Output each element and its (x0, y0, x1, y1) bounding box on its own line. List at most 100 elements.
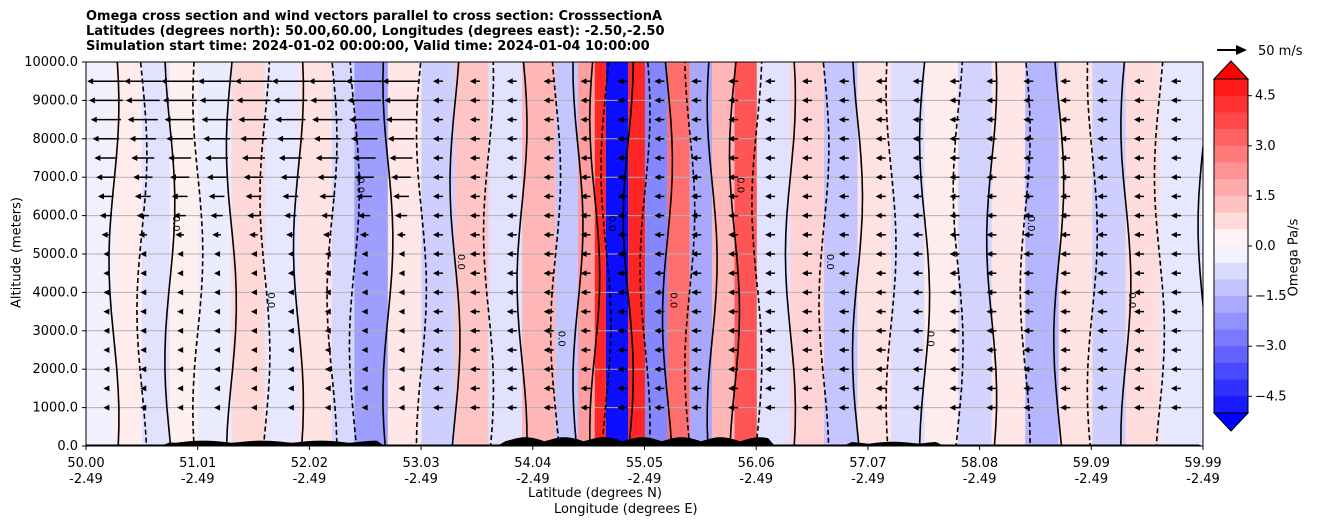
contour-line (549, 62, 562, 446)
x-tick-label-lon: -2.49 (69, 472, 103, 487)
wind-vector-head (1097, 404, 1104, 411)
colorbar-segment (1214, 246, 1248, 264)
wind-vector-head (765, 327, 772, 334)
wind-vector-head (212, 231, 219, 238)
wind-vector-head (1097, 251, 1104, 257)
wind-vector-head (1134, 155, 1141, 161)
wind-vector-head (214, 308, 221, 315)
wind-vector-head (134, 193, 141, 200)
wind-vector-head (949, 366, 956, 373)
wind-vector-head (986, 404, 993, 411)
wind-vector-head (912, 78, 919, 85)
wind-vector-head (250, 347, 257, 353)
wind-vector-head (287, 347, 294, 353)
wind-vector-head (1170, 231, 1177, 238)
wind-vector-head (1023, 347, 1030, 353)
contour-label: 0.0 (735, 177, 746, 193)
wind-vector-head (691, 231, 698, 238)
wind-vector-head (580, 251, 587, 257)
contour-line (1120, 62, 1132, 446)
wind-vector-head (580, 347, 587, 353)
wind-vector-head (654, 174, 661, 181)
wind-vector-head (912, 251, 919, 257)
wind-vector-head (432, 327, 439, 334)
contour-line (1086, 62, 1099, 446)
colorbar-segment (1214, 346, 1248, 364)
wind-vector-head (136, 212, 143, 219)
wind-vector-head (361, 366, 368, 373)
wind-vector-head (1060, 385, 1067, 392)
wind-vector-head (617, 97, 624, 104)
wind-vector-head (580, 97, 587, 104)
wind-vector-head (171, 193, 178, 200)
wind-vector-head (654, 366, 661, 373)
wind-vector-head (801, 231, 808, 238)
wind-vector-head (949, 289, 956, 296)
x-tick-label-lat: 59.09 (1073, 456, 1110, 471)
wind-vector-head (617, 366, 624, 373)
wind-vector-head (1023, 327, 1030, 334)
wind-vector-head (361, 289, 368, 296)
wind-vector-head (177, 385, 184, 392)
wind-vector-head (691, 366, 698, 373)
wind-vector-head (1134, 308, 1141, 315)
wind-vector-head (103, 289, 110, 296)
wind-vector-head (287, 366, 294, 373)
wind-vector-head (986, 193, 993, 200)
wind-vector-head (875, 212, 882, 219)
terrain-fill (86, 437, 1203, 446)
wind-vector-head (432, 385, 439, 392)
wind-vector-head (393, 193, 400, 200)
wind-vector-head (617, 78, 624, 85)
wind-vector-head (361, 385, 368, 392)
wind-vector-head (103, 347, 110, 353)
colorbar-segment (1214, 312, 1248, 330)
wind-vector-head (654, 155, 661, 161)
wind-vector-head (765, 251, 772, 257)
wind-vector-head (324, 308, 331, 315)
wind-vector-head (986, 135, 993, 142)
wind-vector-head (214, 385, 221, 392)
wind-vector-head (838, 366, 845, 373)
wind-vector-head (986, 155, 993, 161)
wind-vector-head (912, 193, 919, 200)
wind-vector-head (506, 135, 513, 142)
contour-line (348, 62, 361, 446)
wind-vector-head (1170, 193, 1177, 200)
contour-line (600, 62, 612, 446)
wind-vector-head (1097, 231, 1104, 238)
contour-label: 0.0 (265, 292, 276, 308)
wind-vector-head (728, 251, 735, 257)
wind-vector-head (765, 212, 772, 219)
wind-vector-head (765, 116, 772, 123)
contour-line (1153, 62, 1166, 446)
contour-label: 0.0 (1025, 216, 1036, 232)
wind-vector-head (580, 231, 587, 238)
wind-vector-head (691, 135, 698, 142)
wind-vector-head (208, 193, 215, 200)
wind-vector-head (691, 212, 698, 219)
wind-vector-head (691, 327, 698, 334)
wind-vector-head (324, 385, 331, 392)
wind-vector-head (691, 193, 698, 200)
wind-vector-head (199, 97, 206, 104)
wind-vector-head (543, 251, 550, 257)
wind-vector-head (728, 97, 735, 104)
wind-vector-head (801, 289, 808, 296)
wind-vector-head (838, 347, 845, 353)
wind-vector-head (580, 212, 587, 219)
x-axis-label-lat: Latitude (degrees N) (528, 486, 662, 501)
wind-vector-head (838, 231, 845, 238)
wind-vector-head (361, 251, 368, 257)
wind-vector-head (801, 97, 808, 104)
contour-line (259, 62, 271, 446)
wind-vector-head (875, 289, 882, 296)
contour-line (449, 62, 461, 446)
wind-vector-head (986, 251, 993, 257)
wind-vector-head (838, 251, 845, 257)
y-tick-label: 1000.0 (33, 401, 79, 416)
wind-vector-head (432, 366, 439, 373)
wind-vector-head (214, 404, 221, 411)
wind-vector-head (801, 155, 808, 161)
wind-vector-head (986, 289, 993, 296)
